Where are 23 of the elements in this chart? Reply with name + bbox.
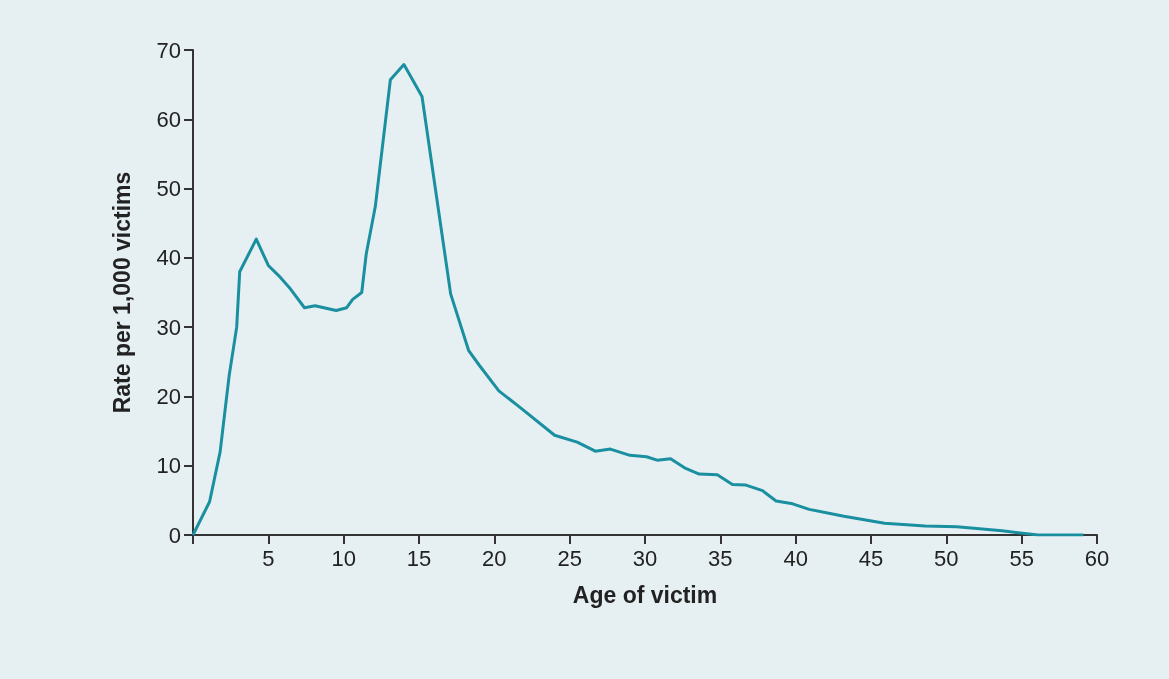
y-tick-label: 50 (156, 176, 181, 202)
y-tick-label: 10 (156, 453, 181, 479)
x-tick-label: 5 (262, 545, 275, 571)
x-tick-label: 45 (858, 545, 884, 571)
y-tick-label: 40 (156, 245, 181, 271)
x-axis-title: Age of victim (572, 581, 718, 608)
x-tick-label: 15 (406, 545, 432, 571)
line-series (191, 63, 1085, 537)
x-tick-label: 10 (331, 545, 356, 571)
x-tick-label: 25 (557, 545, 582, 571)
x-tick-label: 30 (632, 545, 658, 571)
x-tick-label: 40 (783, 545, 808, 571)
y-tick-label: 30 (156, 314, 181, 340)
x-tick-label: 60 (1084, 545, 1110, 571)
y-tick-label: 60 (156, 106, 181, 132)
y-tick-label: 0 (168, 522, 181, 548)
y-axis-title: Rate per 1,000 victims (108, 171, 135, 414)
x-tick-label: 50 (934, 545, 959, 571)
x-tick-label: 35 (708, 545, 733, 571)
x-tick-label: 55 (1009, 545, 1034, 571)
y-tick-label: 20 (156, 383, 181, 409)
x-tick-label: 20 (482, 545, 507, 571)
y-tick-label: 70 (156, 37, 181, 63)
